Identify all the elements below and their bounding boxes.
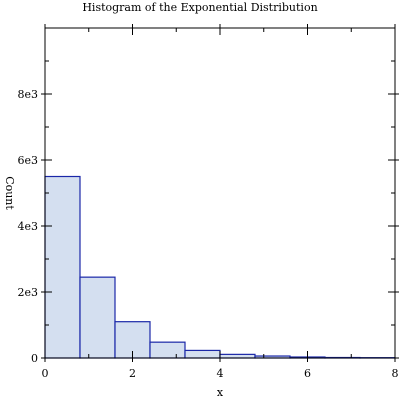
histogram-bar: [149, 341, 186, 359]
x-tick-label: 6: [304, 367, 311, 380]
x-tick-label: 8: [392, 367, 399, 380]
bars-group: [44, 175, 396, 359]
y-tick-label: 8e3: [17, 88, 38, 101]
x-axis-label: x: [217, 386, 224, 399]
x-tick-label: 2: [129, 367, 136, 380]
tick-labels-group: 0 2 4 6 8 0 2e3 4e3 6e3 8e3: [17, 88, 398, 380]
x-tick-label: 4: [217, 367, 224, 380]
histogram-bar: [219, 353, 256, 359]
y-axis-label: Count: [3, 176, 16, 210]
y-tick-label: 0: [31, 352, 38, 365]
y-tick-label: 2e3: [17, 286, 38, 299]
ticks-group: [41, 24, 399, 362]
y-tick-label: 4e3: [17, 220, 38, 233]
y-tick-label: 6e3: [17, 154, 38, 167]
x-tick-label: 0: [42, 367, 49, 380]
histogram-bar: [44, 175, 81, 359]
chart-title: Histogram of the Exponential Distributio…: [82, 1, 317, 14]
histogram-bar: [184, 349, 221, 359]
histogram-bar: [79, 276, 116, 359]
